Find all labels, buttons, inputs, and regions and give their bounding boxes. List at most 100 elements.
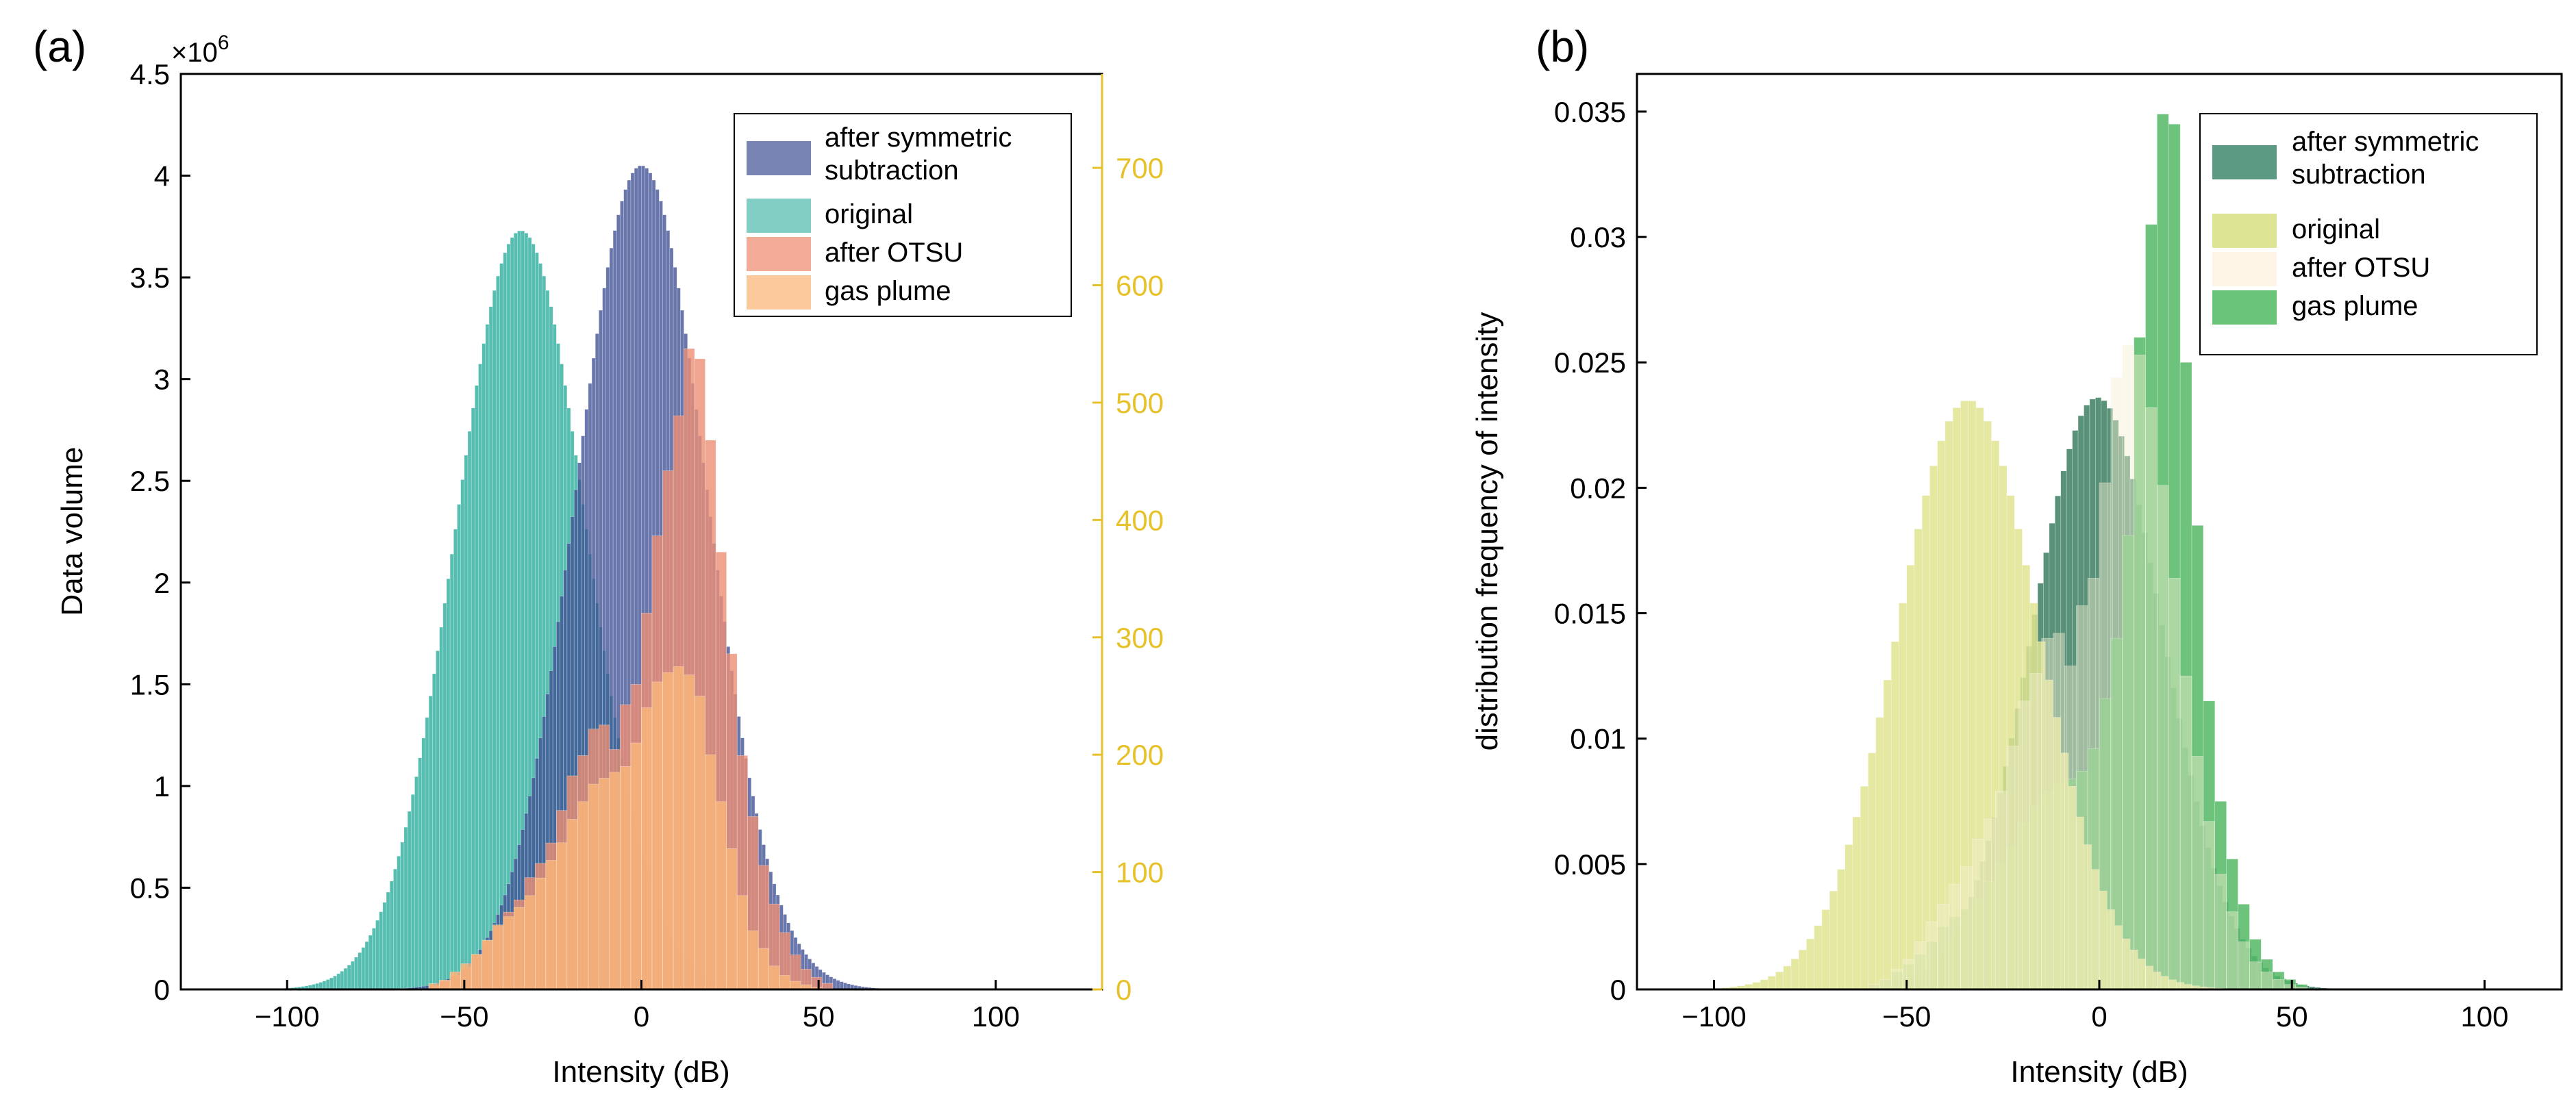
bar-after-OTSU [2260, 972, 2273, 990]
bar-after-OTSU [1983, 818, 1996, 990]
bar-original [446, 578, 451, 990]
panel-a-label: (a) [33, 22, 86, 71]
y-tick-label: 3 [154, 364, 170, 396]
bar-original [343, 968, 348, 990]
bar-original [379, 911, 384, 990]
bar-gas-plume [684, 674, 695, 990]
series-after-OTSU [1868, 344, 2308, 990]
bar-original [1899, 603, 1908, 990]
bar-after-OTSU [2006, 746, 2019, 990]
bar-original [382, 902, 387, 990]
bar-original [1806, 938, 1815, 990]
bar-original [485, 324, 490, 990]
x-tick-label: −50 [1882, 1000, 1931, 1033]
bar-after-OTSU [2110, 377, 2123, 990]
bar-original [1814, 925, 1823, 990]
panel-b: (b) −100 −50 0 50 100 0 0.005 0.01 0.015 0.02 0.0… [1471, 22, 2563, 1089]
legend-a-label-original: original [825, 199, 913, 229]
legend-b-label-otsu: after OTSU [2292, 253, 2430, 283]
panel-a-bars [262, 165, 901, 990]
bar-gas-plume [758, 948, 770, 990]
legend-a-label-plume: gas plume [825, 276, 951, 306]
bar-after-OTSU [2179, 675, 2192, 990]
bar-original [325, 979, 330, 990]
bar-original [347, 965, 351, 990]
panel-b-label: (b) [1536, 22, 1589, 71]
bar-original [436, 650, 440, 990]
bar-original [428, 696, 433, 990]
bar-original [449, 553, 454, 990]
legend-a-swatch-symmetric [747, 141, 811, 175]
x-tick-label: 100 [2460, 1000, 2508, 1033]
bar-original [368, 935, 373, 990]
bar-original [460, 479, 465, 990]
bar-original [386, 892, 390, 990]
bar-original [1929, 465, 1938, 990]
panel-a-y2-ticks: 0 100 200 300 400 500 600 700 [1092, 152, 1164, 1006]
bar-gas-plume [577, 801, 589, 990]
bar-original [361, 947, 366, 990]
bar-original [492, 290, 497, 990]
y-tick-label: 0.005 [1554, 848, 1626, 881]
bar-gas-plume [439, 979, 451, 990]
bar-original [478, 364, 483, 990]
bar-original [354, 957, 358, 990]
bar-original [418, 757, 423, 990]
bar-gas-plume [513, 907, 525, 990]
bar-after-OTSU [1994, 791, 2008, 990]
bar-original [1767, 976, 1776, 990]
bar-original [496, 275, 500, 990]
panel-b-bars [1690, 114, 2350, 990]
bar-after-OTSU [2238, 942, 2250, 990]
bar-original [467, 431, 472, 990]
legend-b-swatch-otsu [2212, 252, 2277, 286]
panel-a-y-exponent: ×106 [171, 31, 229, 68]
panel-b-legend: after symmetric subtraction original aft… [2199, 113, 2538, 355]
bar-original [403, 826, 408, 990]
bar-after-OTSU [1972, 838, 1984, 990]
bar-original [372, 928, 376, 990]
panel-b-y-ticks: 0 0.005 0.01 0.015 0.02 0.025 0.03 0.035 [1554, 96, 1647, 1006]
y2-tick-label: 700 [1116, 152, 1164, 184]
y-tick-label: 0.01 [1570, 723, 1626, 755]
bar-after-OTSU [2168, 577, 2181, 990]
bar-gas-plume [620, 766, 632, 990]
bar-gas-plume [651, 681, 663, 990]
bar-gas-plume [503, 916, 514, 990]
bar-original [1914, 529, 1923, 990]
bar-original [488, 306, 493, 990]
bar-gas-plume [471, 954, 483, 990]
bar-original [439, 627, 444, 990]
x-tick-label: −50 [440, 1000, 488, 1033]
bar-original [1798, 949, 1807, 990]
legend-b-swatch-symmetric [2212, 145, 2277, 179]
bar-gas-plume [556, 842, 568, 990]
bar-gas-plume [736, 895, 748, 990]
bar-after-OTSU [2145, 407, 2158, 990]
bar-original [1829, 890, 1838, 990]
panel-a-x-ticks: −100 −50 0 50 100 [255, 980, 1020, 1033]
y-tick-label: 1 [154, 770, 170, 803]
bar-original [457, 504, 461, 990]
bar-gas-plume [545, 860, 557, 990]
bar-original [322, 981, 327, 990]
panel-b-xlabel: Intensity (dB) [2010, 1055, 2188, 1089]
bar-gas-plume [588, 783, 599, 990]
bar-gas-plume [673, 666, 684, 990]
bar-gas-plume [460, 963, 472, 990]
y-tick-label: 2.5 [130, 465, 170, 497]
legend-b-label-symmetric-2: subtraction [2292, 160, 2426, 190]
bar-after-OTSU [2226, 911, 2238, 990]
bar-after-OTSU [2018, 700, 2031, 990]
panel-a: (a) −100 −50 0 50 100 0 0.5 1 1.5 2 2.5 3 3.5 4 4.5 0… [33, 22, 1164, 1089]
bar-after-symmetric-subtraction [832, 978, 837, 990]
bar-original [393, 868, 397, 990]
bar-original [364, 941, 369, 990]
bar-after-OTSU [2064, 666, 2077, 990]
bar-original [482, 343, 486, 990]
y-tick-label: 0 [154, 974, 170, 1006]
y-tick-label: 0.5 [130, 872, 170, 904]
legend-b-label-plume: gas plume [2292, 291, 2418, 321]
bar-original [329, 977, 334, 990]
